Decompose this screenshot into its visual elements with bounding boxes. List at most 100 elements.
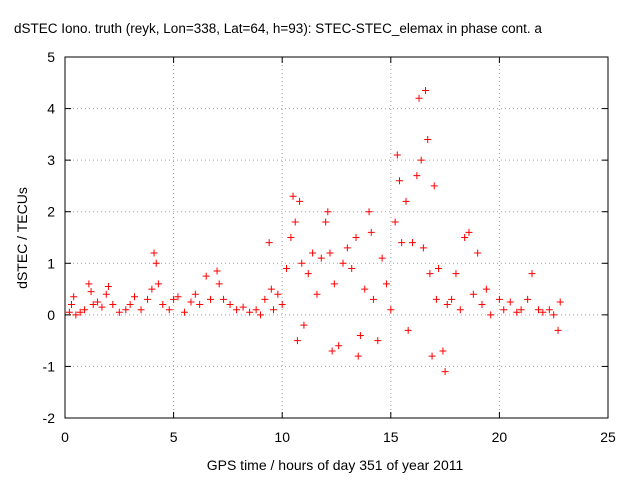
tick-layer: 0 5 10 15 20 25 -2 -1 0 1 2 3 4 5 <box>43 49 616 445</box>
data-point <box>556 298 564 306</box>
data-point <box>395 177 403 185</box>
data-point <box>287 234 295 241</box>
data-point <box>378 254 386 262</box>
y-tick-label: 5 <box>47 49 55 65</box>
data-point <box>291 218 299 226</box>
data-point <box>137 306 145 314</box>
chart-title: dSTEC Iono. truth (reyk, Lon=338, Lat=64… <box>14 21 542 36</box>
data-point <box>300 321 308 329</box>
data-point <box>89 301 97 309</box>
data-point <box>148 285 156 293</box>
data-point <box>398 239 406 247</box>
y-tick-label: -1 <box>43 358 56 374</box>
x-axis-label: GPS time / hours of day 351 of year 2011 <box>206 457 464 473</box>
data-point <box>81 306 89 314</box>
data-point <box>343 244 351 252</box>
data-point <box>289 192 297 200</box>
data-point <box>417 156 425 164</box>
data-point <box>369 295 377 303</box>
data-point <box>313 290 321 298</box>
x-tick-label: 5 <box>170 429 178 445</box>
data-point <box>68 301 76 309</box>
data-point <box>365 208 373 216</box>
data-point <box>126 301 134 309</box>
data-point <box>435 264 443 272</box>
data-point <box>239 303 247 311</box>
data-point <box>361 285 369 293</box>
data-point <box>506 298 514 306</box>
data-point <box>154 280 162 288</box>
data-point <box>98 303 106 311</box>
y-tick-label: 1 <box>47 255 55 271</box>
data-point <box>424 136 432 144</box>
data-point <box>196 301 204 309</box>
y-tick-label: -2 <box>43 410 56 426</box>
data-point <box>402 197 410 205</box>
data-point <box>317 254 325 262</box>
data-point <box>465 228 473 236</box>
data-point <box>324 208 332 216</box>
data-point <box>304 270 312 278</box>
data-point <box>122 306 130 314</box>
data-point <box>443 301 451 309</box>
data-point <box>554 326 562 334</box>
data-point <box>256 311 264 319</box>
data-point <box>545 306 553 314</box>
data-point <box>500 306 508 314</box>
data-point <box>165 306 173 314</box>
data-point <box>298 259 306 267</box>
data-point <box>293 337 301 345</box>
data-point <box>513 308 521 316</box>
data-point <box>109 301 117 309</box>
data-point <box>246 308 254 316</box>
data-point <box>469 290 477 298</box>
x-tick-label: 10 <box>274 429 290 445</box>
data-point <box>265 239 273 247</box>
y-tick-label: 3 <box>47 152 55 168</box>
data-point <box>233 306 241 314</box>
data-point <box>115 308 123 316</box>
data-point <box>367 228 375 236</box>
data-point <box>348 264 356 272</box>
data-point <box>296 197 304 205</box>
data-point <box>170 295 178 303</box>
data-point <box>85 280 93 288</box>
data-point <box>330 280 338 288</box>
y-axis-label: dSTEC / TECUs <box>14 187 30 289</box>
data-point <box>452 270 460 278</box>
data-point <box>426 270 434 278</box>
data-point <box>226 301 234 309</box>
data-point <box>448 295 456 303</box>
data-point <box>150 249 158 257</box>
data-point <box>422 87 430 95</box>
data-point <box>215 280 223 288</box>
data-series <box>65 87 564 376</box>
data-point <box>441 368 449 376</box>
data-point <box>439 347 447 355</box>
data-point <box>144 295 152 303</box>
data-point <box>102 290 110 298</box>
data-point <box>550 311 558 319</box>
data-point <box>152 259 160 267</box>
data-point <box>391 218 399 226</box>
data-point <box>76 308 84 316</box>
data-point <box>274 290 282 298</box>
data-point <box>322 218 330 226</box>
data-point <box>65 308 73 316</box>
data-point <box>382 280 390 288</box>
data-point <box>534 306 542 314</box>
data-point <box>456 306 464 314</box>
data-point <box>309 249 317 257</box>
data-point <box>409 239 417 247</box>
data-point <box>474 249 482 257</box>
data-point <box>328 347 336 355</box>
data-point <box>387 306 395 314</box>
data-point <box>461 234 469 241</box>
x-tick-label: 0 <box>61 429 69 445</box>
data-point <box>482 285 490 293</box>
y-tick-label: 2 <box>47 204 55 220</box>
data-point <box>539 308 547 316</box>
x-tick-label: 25 <box>600 429 616 445</box>
data-point <box>252 306 260 314</box>
